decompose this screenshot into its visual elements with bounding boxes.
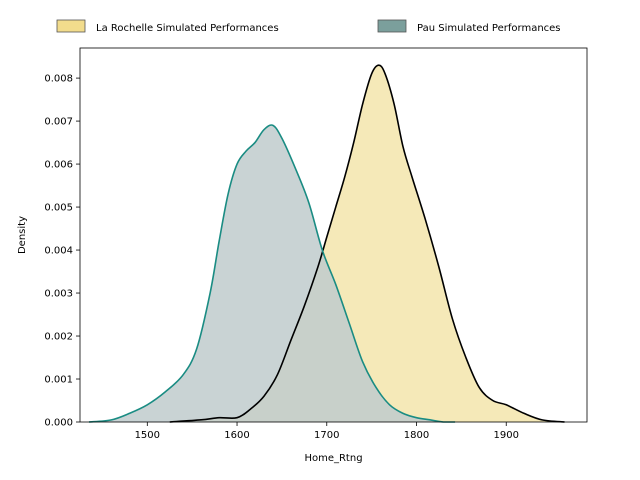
series-area-1 — [88, 124, 456, 422]
x-tick-label: 1600 — [224, 430, 249, 441]
y-tick-label: 0.002 — [44, 332, 73, 343]
plot-area — [79, 47, 588, 423]
x-tick-label: 1900 — [494, 430, 519, 441]
y-tick-label: 0.000 — [44, 418, 73, 429]
x-axis: 1500 1600 1700 1800 1900 — [135, 422, 519, 441]
x-axis-label: Home_Rtng — [304, 453, 362, 464]
y-tick-label: 0.001 — [44, 375, 73, 386]
plot-frame — [79, 47, 588, 423]
y-axis-label: Density — [17, 216, 28, 254]
y-tick-label: 0.004 — [44, 246, 73, 257]
y-tick-label: 0.007 — [44, 117, 73, 128]
legend-swatch-1 — [377, 19, 407, 33]
y-tick-label: 0.003 — [44, 289, 73, 300]
y-tick-label: 0.005 — [44, 203, 73, 214]
y-tick-label: 0.006 — [44, 160, 73, 171]
series-line-1 — [88, 124, 456, 423]
legend-swatch-0 — [56, 19, 86, 33]
x-tick-label: 1700 — [314, 430, 339, 441]
x-tick-label: 1800 — [404, 430, 429, 441]
legend: La Rochelle Simulated Performances Pau Si… — [56, 19, 561, 34]
series-line-0 — [169, 64, 565, 423]
y-axis: 0.000 0.001 0.002 0.003 0.004 0.005 0.006 0.007… — [44, 74, 80, 429]
legend-label-1: Pau Simulated Performances — [417, 23, 561, 34]
x-tick-label: 1500 — [135, 430, 160, 441]
series-area-0 — [169, 65, 565, 422]
y-tick-label: 0.008 — [44, 74, 73, 85]
legend-label-0: La Rochelle Simulated Performances — [96, 23, 279, 34]
